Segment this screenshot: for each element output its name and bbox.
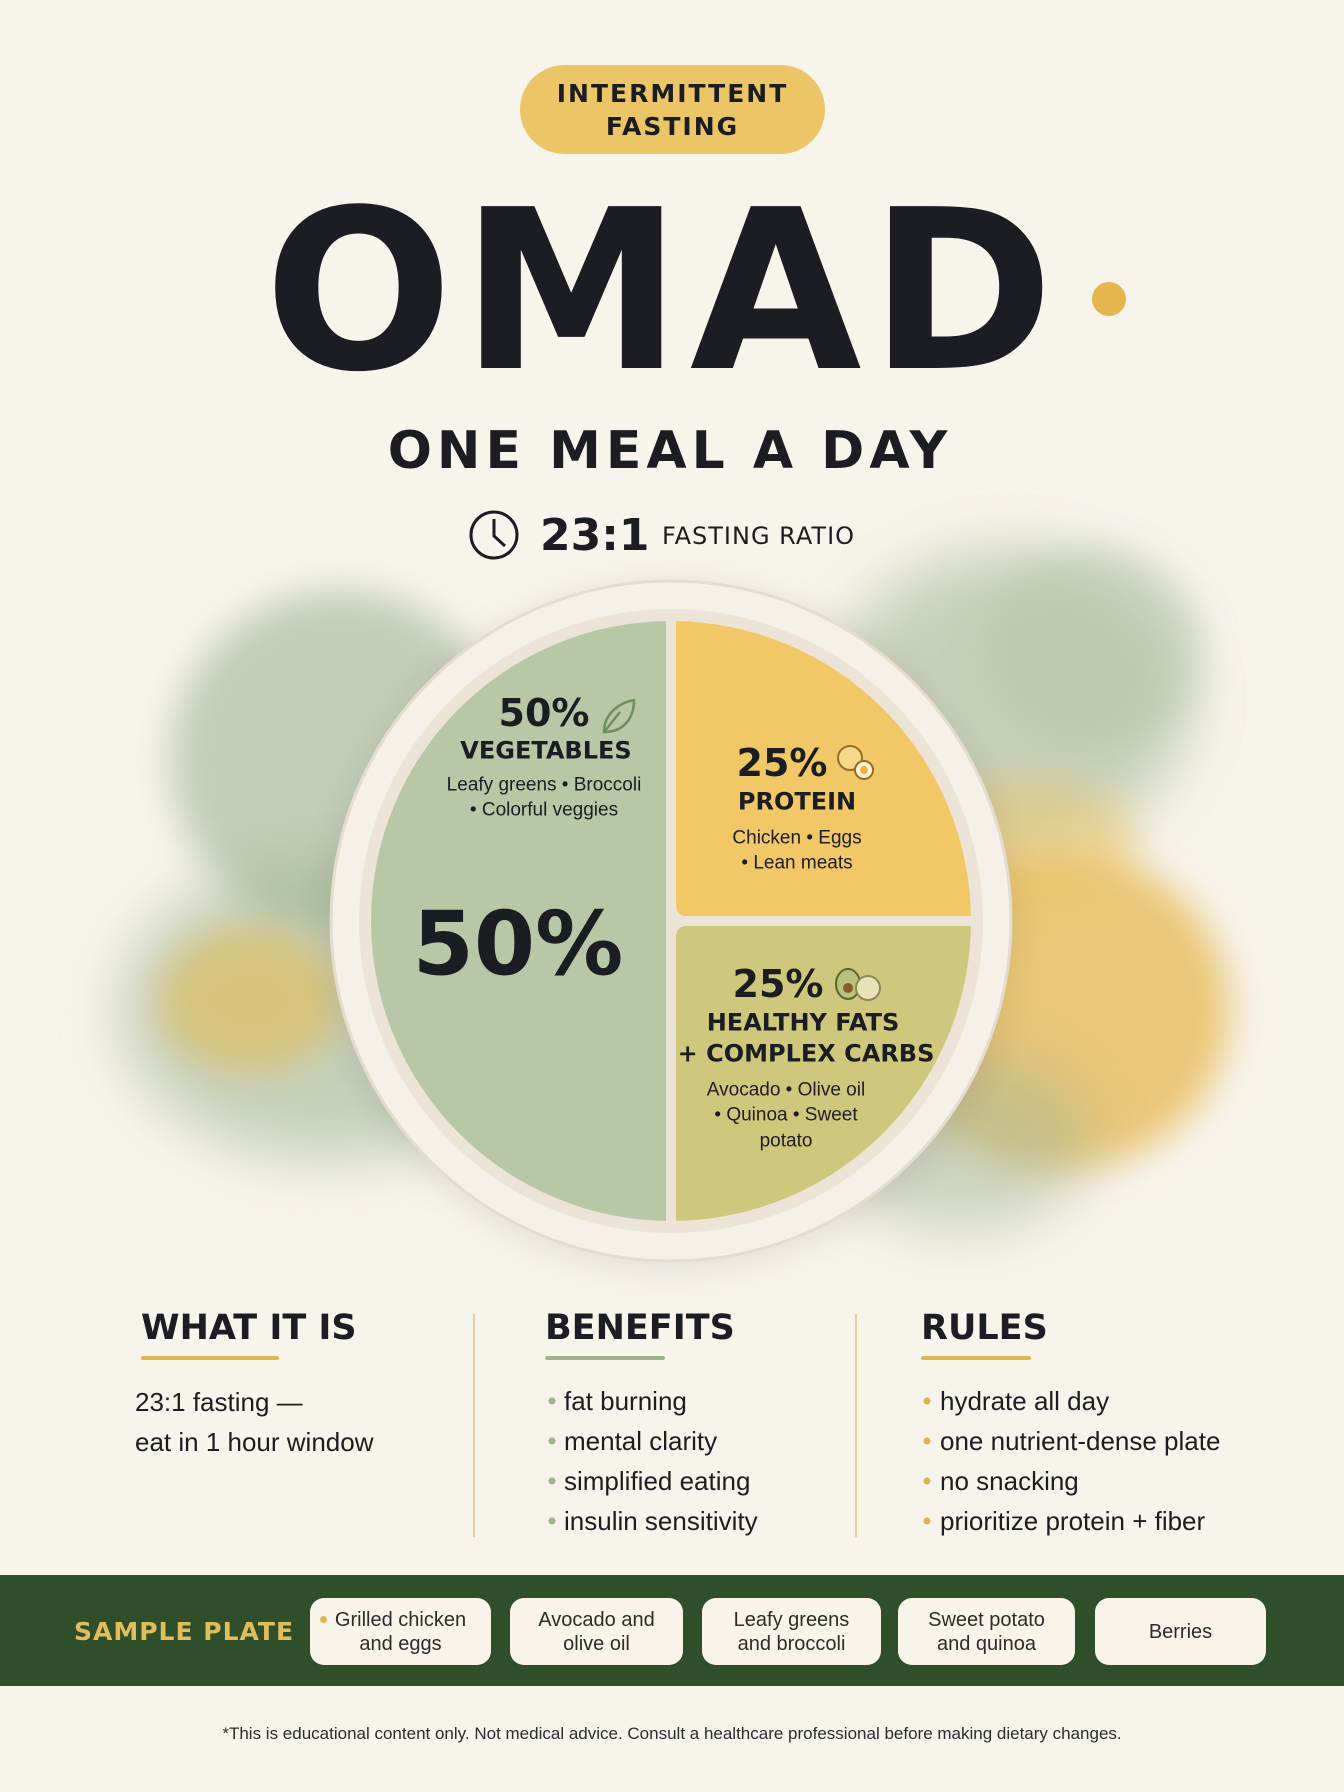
section-detail: • Colorful veggies: [469, 799, 619, 821]
chicken-icon: [837, 745, 874, 780]
sample-chip: Avocado and olive oil: [510, 1598, 683, 1665]
section-detail: Avocado • Olive oil: [706, 1079, 866, 1101]
section-name: VEGETABLES: [460, 736, 632, 765]
section-percent: 25%: [736, 741, 828, 785]
column-line: one nutrient-dense plate: [940, 1426, 1221, 1456]
dividers: [473, 1314, 857, 1537]
section-detail: • Lean meats: [741, 852, 853, 874]
section-name: PROTEIN: [737, 787, 857, 816]
sample-chip: Berries: [1095, 1598, 1266, 1665]
column-line: no snacking: [940, 1466, 1079, 1496]
plate: [327, 579, 1015, 1271]
column-line: eat in 1 hour window: [135, 1427, 374, 1457]
section-detail: Chicken • Eggs: [732, 827, 862, 849]
sample-chip: Grilled chicken and eggs: [310, 1598, 491, 1665]
clock-icon: [469, 510, 519, 560]
section-detail: potato: [759, 1130, 813, 1152]
vegetables-section: [371, 621, 666, 1221]
subtitle: ONE MEAL A DAY: [387, 421, 953, 481]
column-line: mental clarity: [564, 1426, 718, 1456]
sample-chip: Sweet potato and quinoa: [898, 1598, 1075, 1665]
column-line: hydrate all day: [940, 1386, 1110, 1416]
chip-text: Sweet potato and quinoa: [928, 1608, 1045, 1655]
chip-text: Leafy greens and broccoli: [733, 1608, 850, 1655]
sample-label: SAMPLE PLATE: [74, 1617, 295, 1646]
bullets: [548, 1397, 931, 1525]
chip-text: Grilled chicken and eggs: [334, 1608, 467, 1655]
column-line: fat burning: [564, 1386, 687, 1416]
badge-text: INTERMITTENT FASTING: [556, 78, 789, 141]
badge: INTERMITTENT FASTING: [520, 65, 825, 154]
ratio-value: 23:1: [540, 510, 650, 561]
column-line: 23:1 fasting —: [135, 1387, 303, 1417]
column-title: BENEFITS: [545, 1308, 735, 1348]
title: OMAD: [264, 163, 1062, 421]
chip-text: Berries: [1148, 1620, 1213, 1643]
section-name: HEALTHY FATS: [706, 1008, 900, 1037]
chip-dot: [320, 1616, 327, 1623]
section-detail: • Quinoa • Sweet: [714, 1104, 858, 1126]
leaf-icon: [602, 698, 636, 734]
section-percent: 25%: [732, 962, 824, 1006]
column-line: prioritize protein + fiber: [940, 1506, 1206, 1536]
column-title: RULES: [921, 1308, 1048, 1348]
disclaimer: *This is educational content only. Not m…: [222, 1724, 1122, 1743]
center-label: 50%: [412, 892, 624, 996]
section-name: + COMPLEX CARBS: [677, 1039, 935, 1068]
column-title: WHAT IT IS: [141, 1308, 357, 1348]
section-detail: Leafy greens • Broccoli: [446, 774, 642, 796]
section-percent: 50%: [498, 691, 590, 735]
avocado-icon: [835, 968, 881, 1001]
chip-text: Avocado and olive oil: [538, 1608, 655, 1655]
column-line: insulin sensitivity: [564, 1506, 758, 1536]
ratio-label: FASTING RATIO: [662, 522, 856, 550]
column-line: simplified eating: [564, 1466, 751, 1496]
title-dot: [1092, 282, 1126, 316]
sample-chip: Leafy greens and broccoli: [702, 1598, 881, 1665]
